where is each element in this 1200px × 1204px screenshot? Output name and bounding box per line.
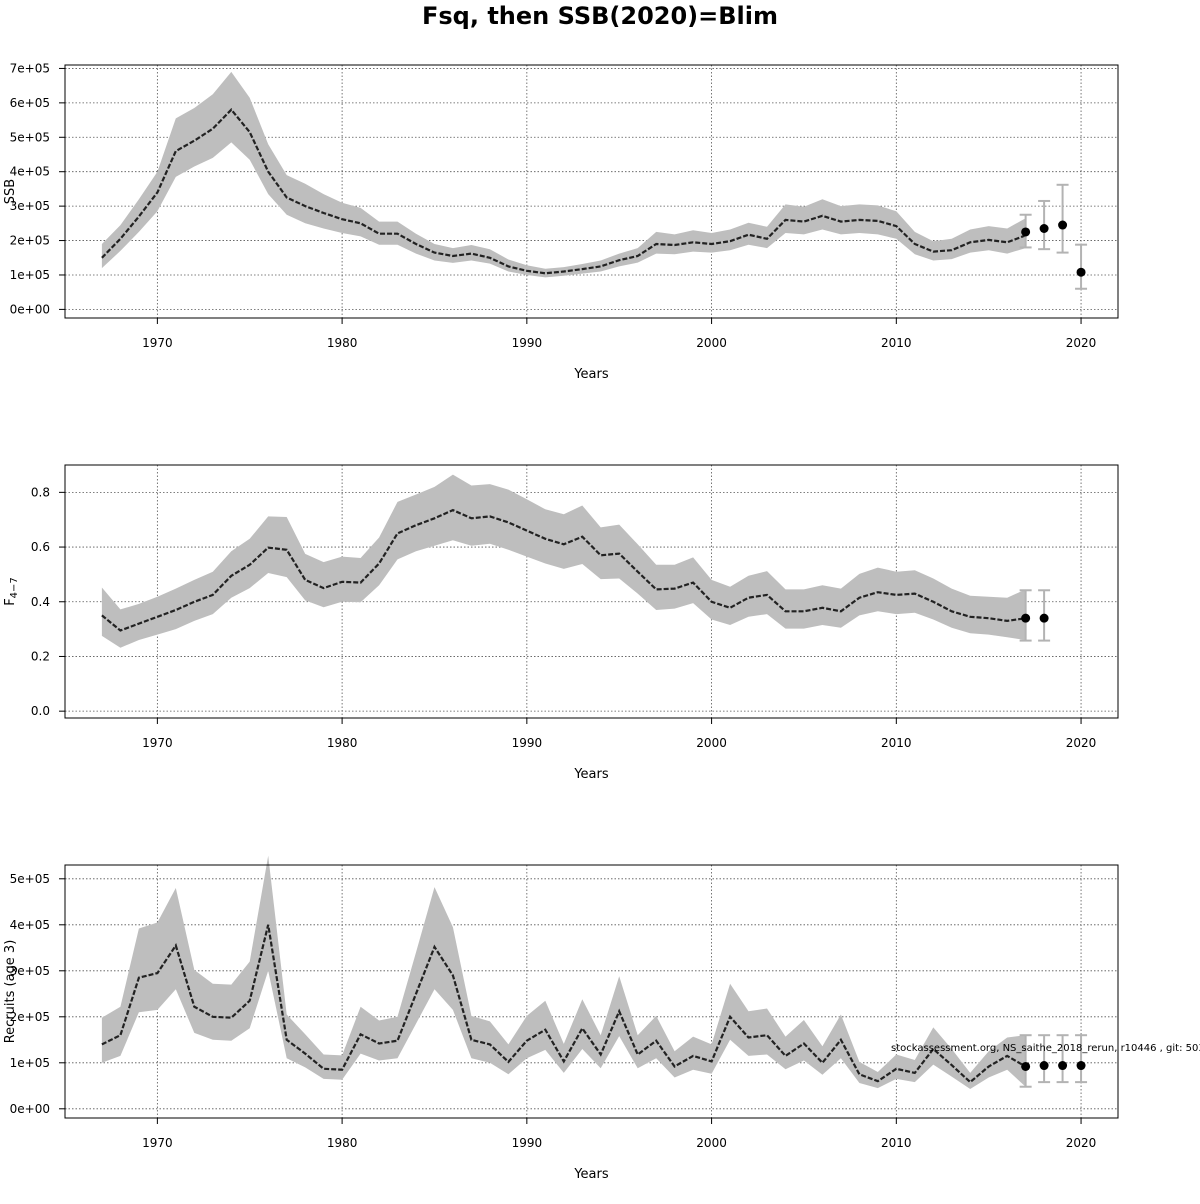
y-tick-label: 5e+05 [10, 130, 50, 144]
y-tick-label: 3e+05 [10, 964, 50, 978]
estimate-line [101, 924, 1027, 1084]
y-tick-label: 2e+05 [10, 234, 50, 248]
y-tick-label: 0e+00 [10, 302, 50, 316]
plot-frame [64, 864, 1119, 1119]
x-tick-label: 2010 [881, 336, 912, 350]
forecast-point [1076, 1061, 1086, 1071]
x-tick-label: 2000 [696, 736, 727, 750]
y-tick-label: 7e+05 [10, 61, 50, 75]
y-tick-label: 3e+05 [10, 199, 50, 213]
forecast-point [1039, 1061, 1049, 1071]
y-axis-title: F4−7 [3, 577, 20, 606]
x-tick-label: 1970 [142, 1136, 173, 1150]
y-tick-label: 0.6 [31, 540, 50, 554]
forecast-point [1021, 227, 1031, 237]
x-tick-label: 2020 [1066, 1136, 1097, 1150]
x-tick-label: 1990 [512, 736, 543, 750]
x-tick-label: 2020 [1066, 736, 1097, 750]
y-tick-label: 0.0 [31, 704, 50, 718]
y-tick-label: 6e+05 [10, 96, 50, 110]
y-tick-label: 1e+05 [10, 1056, 50, 1070]
y-tick-label: 2e+05 [10, 1010, 50, 1024]
x-tick-label: 1980 [327, 736, 358, 750]
footnote: stockassessment.org, NS_saithe_2018_reru… [891, 1043, 1200, 1054]
y-tick-label: 4e+05 [10, 918, 50, 932]
x-axis-title: Years [573, 767, 609, 782]
x-axis-title: Years [573, 367, 609, 382]
forecast-point [1058, 220, 1068, 230]
x-tick-label: 1980 [327, 1136, 358, 1150]
panel-1: 1970 1980 1990 2000 2010 2020 0e+00 1e+05 2e+05 3… [3, 61, 1119, 382]
forecast-point [1039, 224, 1049, 234]
forecast-point [1021, 1061, 1031, 1071]
y-axis-title: Recruits (age 3) [3, 940, 18, 1044]
x-tick-label: 1990 [512, 336, 543, 350]
x-tick-label: 1980 [327, 336, 358, 350]
y-tick-label: 0e+00 [10, 1102, 50, 1116]
panel-2: 1970 1980 1990 2000 2010 2020 0.0 0.2 0.4 0.6 0.8 Y… [3, 464, 1119, 782]
estimate-line [101, 508, 1026, 632]
forecast-point [1058, 1061, 1068, 1071]
panel-3: 1970 1980 1990 2000 2010 2020 0e+00 1e+05 2e+05 3… [3, 855, 1119, 1182]
y-tick-label: 0.2 [31, 649, 50, 663]
plot-frame [64, 64, 1119, 319]
y-axis-title: SSB [3, 179, 18, 204]
y-tick-label: 4e+05 [10, 165, 50, 179]
x-tick-label: 2000 [696, 1136, 727, 1150]
y-tick-label: 0.8 [31, 485, 50, 499]
forecast-point [1021, 613, 1031, 623]
x-tick-label: 2020 [1066, 336, 1097, 350]
plot-frame [64, 464, 1119, 719]
x-tick-label: 2010 [881, 736, 912, 750]
x-tick-label: 1970 [142, 336, 173, 350]
y-tick-label: 0.4 [31, 595, 50, 609]
confidence-band [101, 474, 1026, 648]
x-tick-label: 1970 [142, 736, 173, 750]
forecast-point [1076, 267, 1086, 277]
x-axis-title: Years [573, 1167, 609, 1182]
confidence-band [101, 855, 1026, 1089]
y-tick-label: 1e+05 [10, 268, 50, 282]
x-tick-label: 2000 [696, 336, 727, 350]
x-tick-label: 2010 [881, 1136, 912, 1150]
y-tick-label: 5e+05 [10, 872, 50, 886]
x-tick-label: 1990 [512, 1136, 543, 1150]
confidence-band [101, 71, 1026, 278]
estimate-line [101, 108, 1026, 275]
y-axis-title-subscript: 4−7 [9, 577, 20, 598]
forecast-point [1039, 613, 1049, 623]
chart-title: Fsq, then SSB(2020)=Blim [422, 2, 778, 30]
